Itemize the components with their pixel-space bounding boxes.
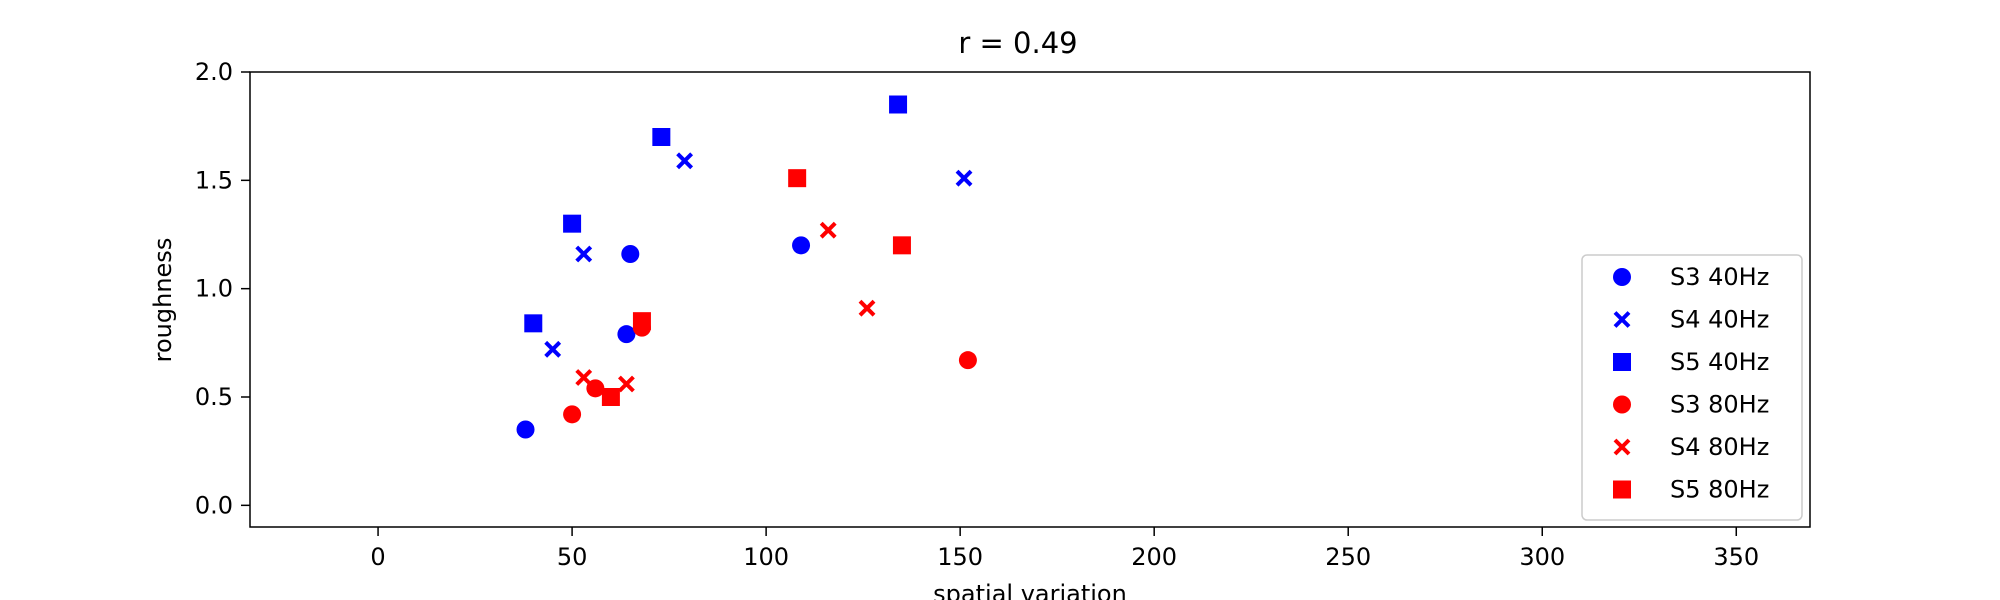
x-tick-label: 0 — [370, 543, 385, 571]
legend-label: S5 80Hz — [1670, 476, 1769, 504]
legend-marker — [1613, 395, 1631, 414]
data-point — [819, 221, 837, 239]
data-point — [621, 245, 640, 263]
legend-label: S3 80Hz — [1670, 391, 1769, 419]
x-tick-label: 50 — [557, 543, 588, 571]
data-point — [617, 325, 636, 344]
data-point — [601, 388, 620, 406]
data-point — [889, 95, 908, 114]
data-point — [575, 245, 593, 263]
legend-label: S4 40Hz — [1670, 306, 1769, 334]
y-tick-label: 0.5 — [195, 383, 233, 411]
x-tick-label: 300 — [1519, 543, 1565, 571]
series-s4-80hz — [575, 221, 876, 393]
data-point — [524, 314, 543, 333]
data-point — [632, 312, 651, 331]
plot-frame — [249, 71, 1811, 528]
data-point — [544, 340, 562, 358]
y-tick-label: 2.0 — [195, 58, 233, 86]
legend-marker — [1613, 353, 1631, 371]
legend-item: S3 80Hz — [1613, 391, 1769, 419]
legend-label: S3 40Hz — [1670, 263, 1769, 291]
y-tick-label: 1.0 — [195, 275, 233, 303]
legend-marker — [1613, 438, 1631, 456]
series-s4-40hz — [544, 152, 973, 358]
data-point — [563, 214, 582, 233]
y-tick-label: 0.0 — [195, 491, 233, 519]
data-point — [792, 236, 811, 255]
series-s5-80hz — [601, 169, 911, 406]
x-tick-label: 200 — [1131, 543, 1177, 571]
series-s5-40hz — [524, 95, 908, 333]
legend-item: S4 40Hz — [1613, 306, 1769, 334]
legend-frame — [1581, 254, 1803, 521]
legend-label: S4 80Hz — [1670, 433, 1769, 461]
data-point — [652, 128, 671, 146]
y-axis: 0.0 0.5 1.0 1.5 2.0 — [195, 58, 250, 519]
x-axis: 0 50 100 150 200 250 300 350 — [370, 527, 1759, 571]
data-point — [892, 236, 911, 255]
legend-item: S5 80Hz — [1613, 476, 1769, 504]
x-tick-label: 350 — [1713, 543, 1759, 571]
x-tick-label: 150 — [937, 543, 983, 571]
y-axis-label: roughness — [149, 238, 177, 363]
data-point — [618, 375, 635, 393]
series-s3-40hz — [516, 236, 811, 439]
data-point — [676, 152, 694, 170]
legend: S3 40Hz S4 40Hz S5 40Hz S3 80Hz S4 80Hz S5 80… — [1581, 254, 1803, 521]
chart-title: r = 0.49 — [958, 26, 1077, 60]
data-point — [955, 169, 973, 187]
data-point — [563, 405, 582, 424]
y-tick-label: 1.5 — [195, 166, 233, 194]
legend-marker — [1613, 268, 1631, 286]
data-point — [958, 351, 977, 370]
x-tick-label: 100 — [743, 543, 789, 571]
data-point — [575, 369, 593, 386]
legend-label: S5 40Hz — [1670, 348, 1769, 376]
data-point — [516, 420, 535, 439]
legend-item: S4 80Hz — [1613, 433, 1769, 461]
legend-item: S3 40Hz — [1613, 263, 1769, 291]
legend-marker — [1613, 311, 1631, 328]
data-point — [788, 169, 807, 188]
x-tick-label: 250 — [1325, 543, 1371, 571]
legend-item: S5 40Hz — [1613, 348, 1769, 376]
data-point — [858, 299, 876, 317]
plot-area — [516, 95, 977, 439]
x-axis-label: spatial variation — [933, 580, 1127, 600]
legend-marker — [1613, 480, 1631, 499]
